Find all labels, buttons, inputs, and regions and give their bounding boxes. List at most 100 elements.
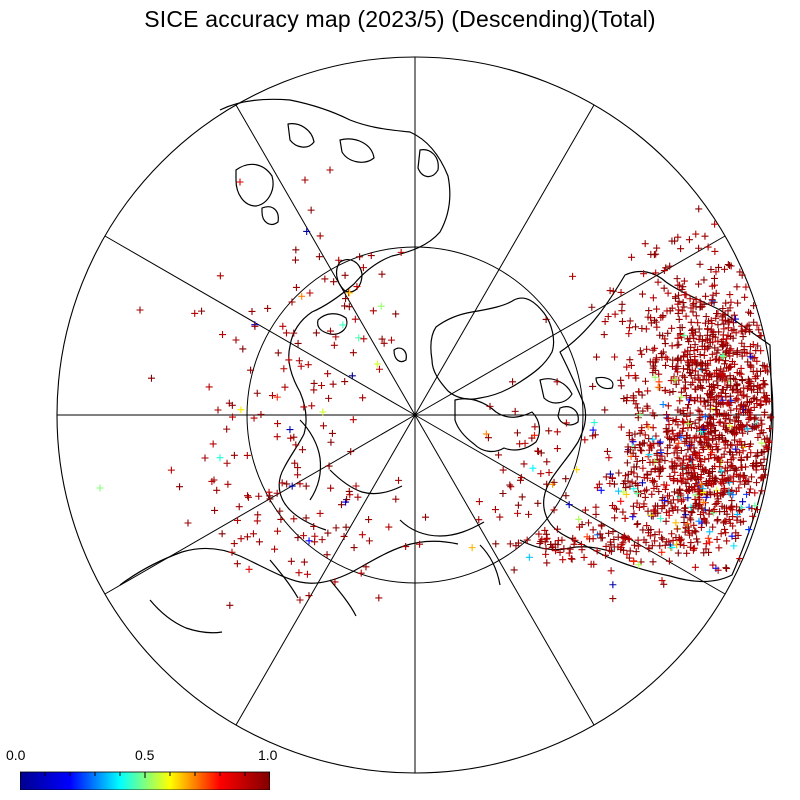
accuracy-marker	[543, 458, 551, 466]
accuracy-marker	[699, 485, 707, 493]
accuracy-marker	[244, 493, 252, 501]
accuracy-marker	[648, 435, 656, 443]
accuracy-marker	[377, 302, 385, 310]
meridian-line	[414, 414, 595, 726]
colorbar-mid-label: 0.5	[135, 747, 155, 763]
accuracy-marker	[705, 343, 713, 351]
accuracy-marker	[573, 466, 581, 474]
accuracy-marker	[694, 319, 702, 327]
accuracy-marker	[739, 429, 747, 437]
accuracy-marker	[674, 421, 682, 429]
accuracy-marker	[341, 302, 349, 310]
accuracy-marker	[721, 517, 729, 525]
accuracy-marker	[658, 548, 666, 556]
accuracy-marker	[701, 402, 709, 410]
accuracy-marker	[737, 518, 745, 526]
accuracy-marker	[708, 282, 716, 290]
accuracy-marker	[356, 253, 364, 261]
accuracy-marker	[618, 317, 626, 325]
accuracy-marker	[392, 495, 400, 503]
accuracy-marker	[639, 457, 647, 465]
accuracy-marker	[352, 482, 360, 490]
accuracy-marker	[629, 513, 637, 521]
accuracy-marker	[257, 410, 265, 418]
accuracy-marker	[709, 435, 717, 443]
accuracy-marker	[530, 431, 538, 439]
accuracy-marker	[740, 391, 748, 399]
accuracy-marker	[570, 540, 578, 548]
accuracy-marker	[696, 437, 704, 445]
accuracy-marker	[738, 327, 746, 335]
accuracy-marker	[710, 476, 718, 484]
accuracy-marker	[756, 385, 764, 393]
accuracy-marker	[545, 469, 553, 477]
accuracy-marker	[670, 475, 678, 483]
accuracy-marker	[727, 345, 735, 353]
accuracy-marker	[294, 464, 302, 472]
accuracy-marker	[723, 399, 731, 407]
accuracy-marker	[700, 489, 708, 497]
accuracy-marker	[721, 464, 729, 472]
accuracy-marker	[754, 433, 762, 441]
accuracy-marker	[707, 421, 715, 429]
accuracy-marker	[279, 322, 287, 330]
accuracy-marker	[702, 545, 710, 553]
accuracy-marker	[281, 383, 289, 391]
accuracy-marker	[402, 543, 410, 551]
accuracy-marker	[745, 526, 753, 534]
accuracy-marker	[714, 495, 722, 503]
accuracy-marker	[226, 601, 234, 609]
accuracy-marker	[696, 407, 704, 415]
accuracy-marker	[484, 434, 492, 442]
accuracy-marker	[729, 491, 737, 499]
accuracy-marker	[355, 334, 363, 342]
accuracy-marker	[635, 388, 643, 396]
accuracy-marker	[619, 508, 627, 516]
accuracy-marker	[642, 325, 650, 333]
accuracy-marker	[668, 543, 676, 551]
accuracy-marker	[310, 522, 318, 530]
accuracy-marker	[757, 397, 765, 405]
accuracy-marker	[726, 375, 734, 383]
accuracy-marker	[617, 423, 625, 431]
accuracy-marker	[618, 307, 626, 315]
accuracy-marker	[649, 294, 657, 302]
colorbar-max-label: 1.0	[258, 747, 278, 763]
accuracy-marker	[687, 516, 695, 524]
accuracy-marker	[273, 489, 281, 497]
accuracy-marker	[233, 560, 241, 568]
accuracy-marker	[684, 446, 692, 454]
colorbar	[20, 766, 270, 790]
accuracy-marker	[722, 393, 730, 401]
accuracy-marker	[543, 534, 551, 542]
accuracy-marker	[657, 314, 665, 322]
accuracy-marker	[553, 445, 561, 453]
accuracy-marker	[589, 535, 597, 543]
accuracy-marker	[684, 494, 692, 502]
accuracy-marker	[706, 413, 714, 421]
accuracy-marker	[685, 361, 693, 369]
accuracy-marker	[296, 596, 304, 604]
accuracy-marker	[592, 510, 600, 518]
accuracy-marker	[681, 378, 689, 386]
accuracy-marker	[733, 441, 741, 449]
accuracy-marker	[683, 549, 691, 557]
accuracy-marker	[685, 338, 693, 346]
accuracy-marker	[249, 530, 257, 538]
accuracy-marker	[761, 381, 769, 389]
accuracy-marker	[216, 272, 224, 280]
accuracy-marker	[749, 512, 757, 520]
accuracy-marker	[342, 295, 350, 303]
accuracy-marker	[700, 425, 708, 433]
meridian-line	[414, 104, 595, 416]
accuracy-marker	[271, 545, 279, 553]
accuracy-marker	[710, 505, 718, 513]
accuracy-marker	[752, 452, 760, 460]
accuracy-marker	[711, 462, 719, 470]
accuracy-marker	[729, 349, 737, 357]
accuracy-marker	[378, 335, 386, 343]
accuracy-marker	[753, 321, 761, 329]
accuracy-marker	[760, 465, 768, 473]
accuracy-marker	[375, 365, 383, 373]
accuracy-marker	[542, 545, 550, 553]
